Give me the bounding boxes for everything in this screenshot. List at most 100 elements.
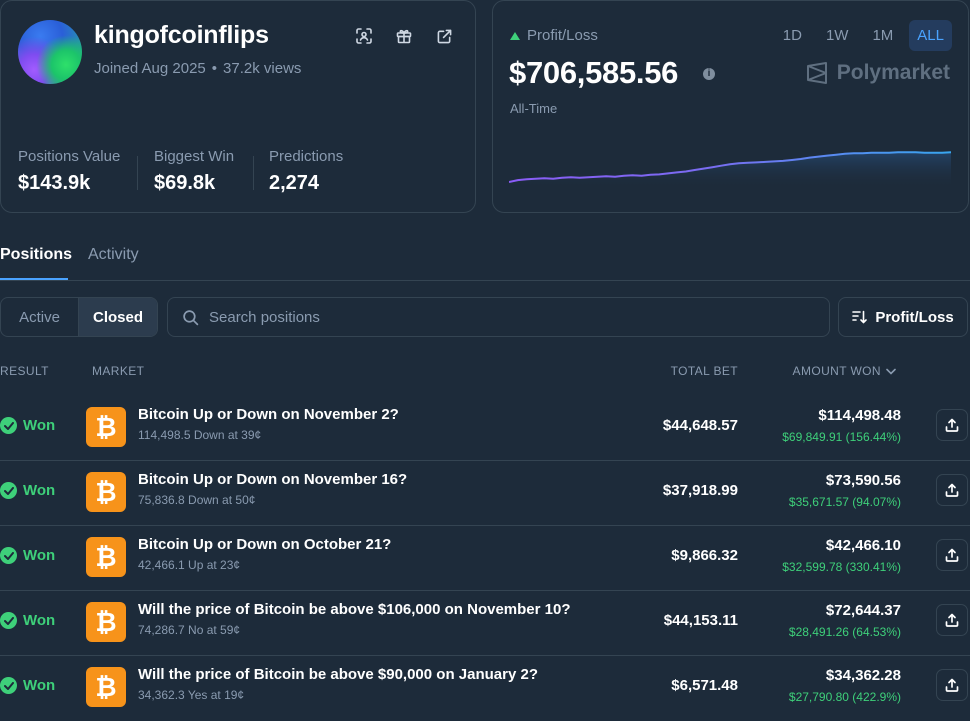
search-icon — [183, 309, 199, 325]
info-icon[interactable]: i — [703, 68, 715, 80]
avatar[interactable] — [18, 20, 82, 84]
stat-divider — [137, 156, 138, 190]
bitcoin-icon: ₿ — [86, 472, 126, 512]
total-bet: $6,571.48 — [671, 677, 738, 694]
stat-label: Predictions — [269, 148, 344, 165]
amount-won: $34,362.28 — [825, 667, 901, 684]
filter-closed-button[interactable]: Closed — [78, 298, 157, 336]
row-divider — [0, 590, 970, 591]
col-header-market: MARKET — [92, 364, 145, 378]
market-title[interactable]: Bitcoin Up or Down on November 2? — [138, 406, 399, 423]
market-position: 75,836.8 Down at 50¢ — [138, 493, 256, 507]
range-tab-1d[interactable]: 1D — [782, 27, 802, 44]
market-title[interactable]: Will the price of Bitcoin be above $106,… — [138, 601, 571, 618]
check-circle-icon — [0, 482, 17, 499]
market-title[interactable]: Bitcoin Up or Down on November 16? — [138, 471, 408, 488]
gift-icon[interactable] — [394, 26, 414, 46]
brand-name: Polymarket — [836, 61, 950, 84]
check-circle-icon — [0, 417, 17, 434]
amount-won: $42,466.10 — [825, 537, 901, 554]
pnl-label: Profit/Loss — [527, 27, 598, 44]
share-button[interactable] — [936, 474, 968, 506]
row-divider — [0, 655, 970, 656]
check-circle-icon — [0, 677, 17, 694]
view-count: 37.2k views — [223, 60, 302, 77]
result-badge: Won — [0, 677, 55, 694]
check-circle-icon — [0, 612, 17, 629]
pnl-change: $35,671.57 (94.07%) — [788, 495, 901, 509]
stat-value: $143.9k — [18, 172, 91, 194]
range-tab-1w[interactable]: 1W — [825, 27, 849, 44]
chevron-down-icon — [886, 368, 896, 375]
col-header-total-bet[interactable]: TOTAL BET — [670, 364, 738, 378]
share-icon — [945, 678, 959, 692]
polymarket-logo-icon — [806, 62, 827, 84]
status-toggle: Active Closed — [0, 297, 158, 337]
external-link-icon[interactable] — [434, 26, 454, 46]
pnl-change: $32,599.78 (330.41%) — [782, 560, 901, 574]
sort-icon — [852, 310, 868, 324]
market-title[interactable]: Bitcoin Up or Down on October 21? — [138, 536, 392, 553]
sort-label: Profit/Loss — [875, 308, 954, 326]
table-row[interactable]: Won ₿ Will the price of Bitcoin be above… — [0, 590, 970, 655]
share-button[interactable] — [936, 539, 968, 571]
table-row[interactable]: Won ₿ Bitcoin Up or Down on November 16?… — [0, 460, 970, 525]
stat-label: Positions Value — [18, 148, 121, 165]
result-label: Won — [23, 677, 56, 694]
pnl-change: $28,491.26 (64.53%) — [788, 625, 901, 639]
chart-series-line — [509, 151, 951, 183]
share-button[interactable] — [936, 604, 968, 636]
stat-value: 2,274 — [269, 172, 320, 194]
row-divider — [0, 460, 970, 461]
profile-meta: Joined Aug 2025 • 37.2k views — [94, 60, 301, 77]
pnl-period: All-Time — [510, 101, 558, 116]
stat-value: $69.8k — [154, 172, 216, 194]
range-tab-all[interactable]: ALL — [909, 20, 952, 51]
stat-divider — [253, 156, 254, 190]
total-bet: $37,918.99 — [662, 482, 738, 499]
col-header-amount-won[interactable]: AMOUNT WON — [793, 364, 896, 378]
total-bet: $9,866.32 — [671, 547, 738, 564]
total-bet: $44,648.57 — [662, 417, 738, 434]
active-tab-indicator — [0, 278, 68, 280]
amount-won: $114,498.48 — [818, 407, 901, 424]
filter-active-button[interactable]: Active — [19, 308, 60, 326]
market-title[interactable]: Will the price of Bitcoin be above $90,0… — [138, 666, 538, 683]
stat-label: Biggest Win — [154, 148, 235, 165]
table-row[interactable]: Won ₿ Bitcoin Up or Down on October 21? … — [0, 525, 970, 590]
result-badge: Won — [0, 612, 55, 629]
share-button[interactable] — [936, 409, 968, 441]
result-label: Won — [23, 612, 56, 629]
tab-positions[interactable]: Positions — [0, 246, 73, 263]
stat-positions-value: Positions Value $143.9k — [18, 148, 120, 195]
pnl-card: Profit/Loss $706,585.56 i All-Time 1D 1W… — [492, 0, 969, 213]
chart-area — [509, 152, 951, 189]
market-position: 34,362.3 Yes at 19¢ — [138, 688, 245, 702]
share-icon — [945, 418, 959, 432]
share-icon — [945, 483, 959, 497]
amount-won: $73,590.56 — [825, 472, 901, 489]
sort-button[interactable]: Profit/Loss — [838, 297, 968, 337]
scan-icon[interactable] — [354, 26, 374, 46]
range-tab-1m[interactable]: 1M — [872, 27, 894, 44]
stat-biggest-win: Biggest Win $69.8k — [154, 148, 234, 195]
row-divider — [0, 525, 970, 526]
share-icon — [945, 613, 959, 627]
search-input[interactable] — [209, 308, 769, 326]
amount-won: $72,644.37 — [825, 602, 901, 619]
bitcoin-icon: ₿ — [86, 667, 126, 707]
pnl-amount: $706,585.56 — [509, 55, 679, 90]
share-button[interactable] — [936, 669, 968, 701]
stat-predictions: Predictions 2,274 — [269, 148, 343, 195]
triangle-up-icon — [510, 31, 520, 40]
username: kingofcoinflips — [94, 21, 269, 49]
polymarket-brand: Polymarket — [806, 61, 950, 85]
pnl-header: Profit/Loss — [510, 27, 598, 44]
table-row[interactable]: Won ₿ Bitcoin Up or Down on November 2? … — [0, 395, 970, 460]
result-badge: Won — [0, 547, 55, 564]
pnl-chart — [509, 151, 951, 189]
result-label: Won — [23, 482, 56, 499]
col-header-result: RESULT — [0, 364, 49, 378]
table-row[interactable]: Won ₿ Will the price of Bitcoin be above… — [0, 655, 970, 720]
tab-activity[interactable]: Activity — [88, 246, 139, 263]
